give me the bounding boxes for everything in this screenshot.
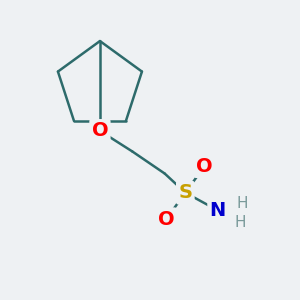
Text: O: O (196, 157, 213, 176)
Text: O: O (92, 122, 108, 140)
Text: S: S (178, 183, 192, 202)
Text: H: H (237, 196, 248, 211)
Text: O: O (158, 210, 175, 229)
Text: N: N (210, 201, 226, 220)
Text: H: H (234, 214, 246, 230)
